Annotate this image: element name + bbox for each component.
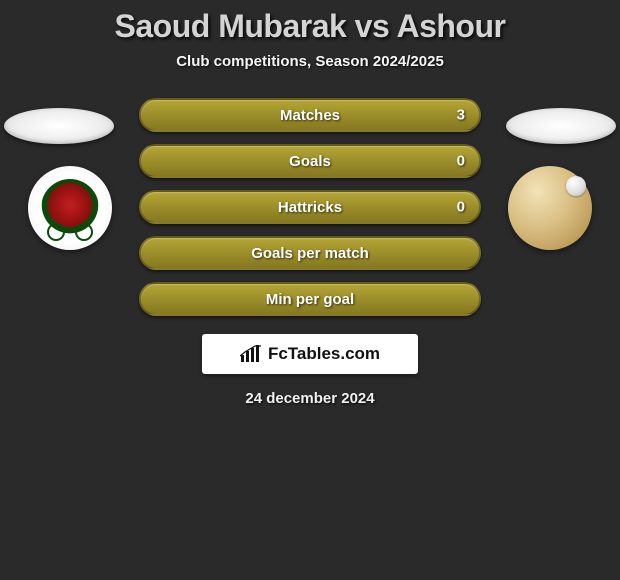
player-right-oval (506, 108, 616, 144)
bar-chart-icon (240, 345, 262, 363)
club-badge-left (28, 166, 112, 250)
stat-row-hattricks: Hattricks 0 (139, 190, 481, 224)
player-left-oval (4, 108, 114, 144)
stats-area: Matches 3 Goals 0 Hattricks 0 Goals per … (0, 98, 620, 316)
club-badge-right (508, 166, 592, 250)
stat-label: Min per goal (266, 291, 354, 308)
stat-label: Hattricks (278, 199, 342, 216)
brand-text: FcTables.com (268, 344, 380, 364)
stat-row-goals-per-match: Goals per match (139, 236, 481, 270)
stat-label: Goals per match (251, 245, 369, 262)
stat-pills: Matches 3 Goals 0 Hattricks 0 Goals per … (139, 98, 481, 316)
stat-right-value: 3 (457, 107, 465, 124)
stat-label: Matches (280, 107, 340, 124)
page-title: Saoud Mubarak vs Ashour (115, 8, 506, 45)
stat-row-matches: Matches 3 (139, 98, 481, 132)
club-crest-left-icon (41, 179, 99, 237)
comparison-card: Saoud Mubarak vs Ashour Club competition… (0, 0, 620, 407)
stat-right-value: 0 (457, 199, 465, 216)
stat-label: Goals (289, 153, 331, 170)
subtitle: Club competitions, Season 2024/2025 (176, 53, 444, 70)
date-label: 24 december 2024 (245, 390, 374, 407)
brand-badge[interactable]: FcTables.com (202, 334, 418, 374)
stat-row-goals: Goals 0 (139, 144, 481, 178)
stat-right-value: 0 (457, 153, 465, 170)
stat-row-min-per-goal: Min per goal (139, 282, 481, 316)
